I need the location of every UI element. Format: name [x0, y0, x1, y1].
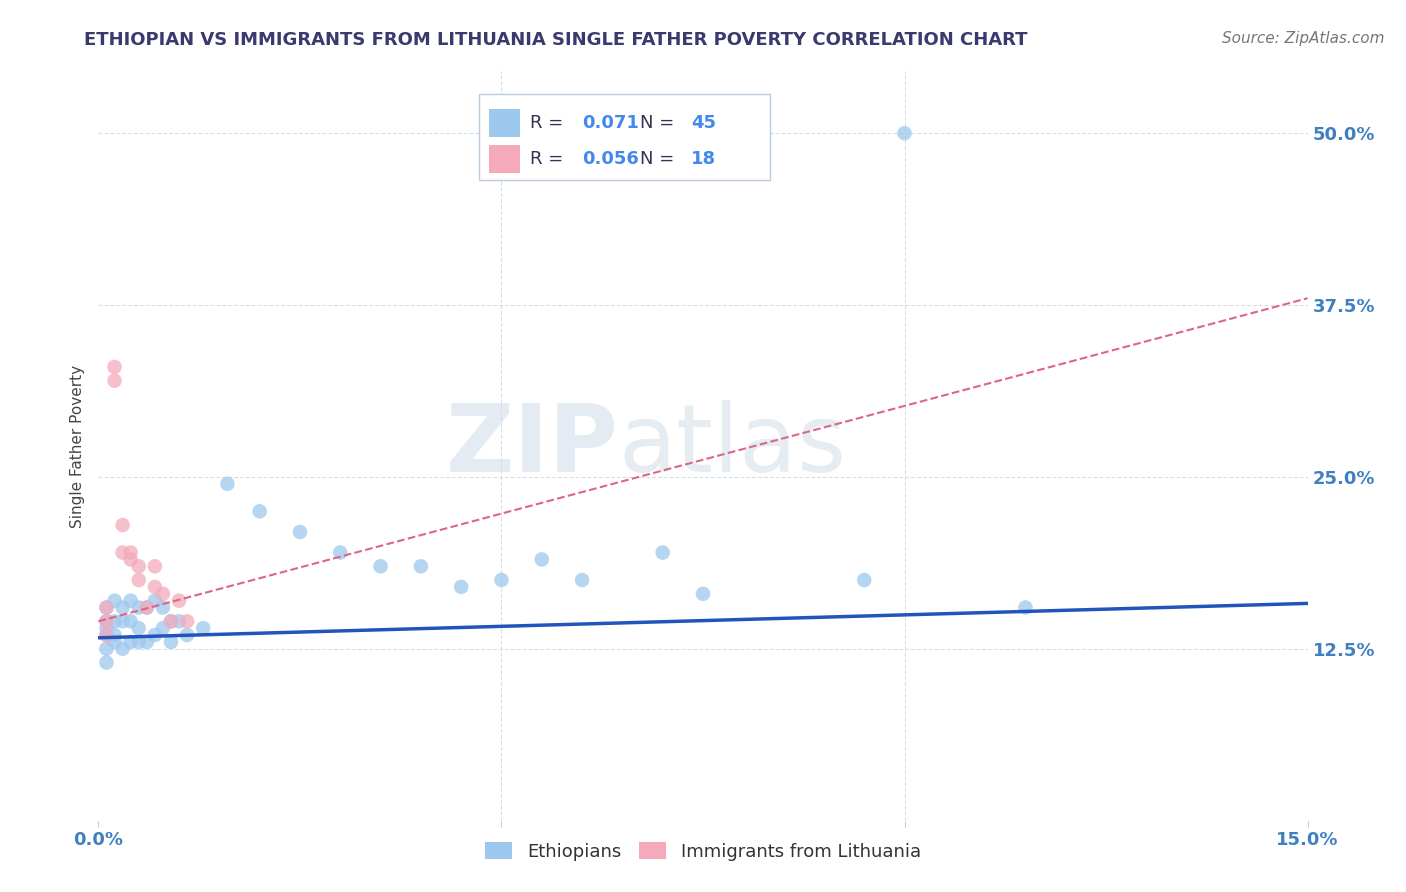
Text: N =: N =	[640, 150, 681, 168]
Point	[143, 580, 166, 594]
Text: 0.071: 0.071	[582, 114, 638, 132]
FancyBboxPatch shape	[489, 109, 520, 137]
Point	[450, 580, 472, 594]
Point	[135, 600, 157, 615]
Point	[128, 635, 150, 649]
Point	[370, 559, 392, 574]
Point	[103, 593, 125, 607]
Point	[167, 593, 190, 607]
FancyBboxPatch shape	[489, 145, 520, 173]
Point	[651, 545, 673, 559]
Point	[152, 600, 174, 615]
Point	[143, 593, 166, 607]
Point	[143, 559, 166, 574]
Point	[152, 587, 174, 601]
Point	[893, 126, 915, 140]
Legend: Ethiopians, Immigrants from Lithuania: Ethiopians, Immigrants from Lithuania	[478, 835, 928, 868]
Point	[152, 621, 174, 635]
Point	[120, 545, 142, 559]
FancyBboxPatch shape	[479, 94, 769, 180]
Point	[120, 593, 142, 607]
Point	[167, 615, 190, 629]
Point	[96, 628, 118, 642]
Text: atlas: atlas	[619, 400, 846, 492]
Point	[329, 545, 352, 559]
Text: R =: R =	[530, 150, 569, 168]
Point	[96, 641, 118, 656]
Point	[96, 600, 118, 615]
Point	[193, 621, 215, 635]
Point	[160, 615, 183, 629]
Point	[135, 600, 157, 615]
Text: ZIP: ZIP	[446, 400, 619, 492]
Point	[491, 573, 513, 587]
Text: 0.056: 0.056	[582, 150, 638, 168]
Point	[96, 600, 118, 615]
Point	[120, 552, 142, 566]
Point	[103, 635, 125, 649]
Point	[128, 573, 150, 587]
Point	[160, 635, 183, 649]
Point	[288, 524, 311, 539]
Text: N =: N =	[640, 114, 681, 132]
Point	[96, 656, 118, 670]
Point	[111, 641, 134, 656]
Point	[96, 615, 118, 629]
Point	[103, 615, 125, 629]
Y-axis label: Single Father Poverty: Single Father Poverty	[70, 365, 86, 527]
Text: Source: ZipAtlas.com: Source: ZipAtlas.com	[1222, 31, 1385, 46]
Point	[111, 545, 134, 559]
Point	[692, 587, 714, 601]
Point	[96, 621, 118, 635]
Point	[96, 615, 118, 629]
Point	[1014, 600, 1036, 615]
Point	[120, 635, 142, 649]
Point	[120, 615, 142, 629]
Point	[128, 621, 150, 635]
Point	[176, 615, 198, 629]
Point	[111, 518, 134, 533]
Point	[571, 573, 593, 587]
Point	[111, 615, 134, 629]
Point	[135, 635, 157, 649]
Point	[217, 476, 239, 491]
Point	[128, 600, 150, 615]
Point	[103, 374, 125, 388]
Point	[176, 628, 198, 642]
Point	[143, 628, 166, 642]
Text: 18: 18	[690, 150, 716, 168]
Point	[409, 559, 432, 574]
Point	[103, 628, 125, 642]
Point	[249, 504, 271, 518]
Point	[853, 573, 876, 587]
Point	[103, 359, 125, 374]
Point	[530, 552, 553, 566]
Point	[96, 628, 118, 642]
Text: R =: R =	[530, 114, 569, 132]
Point	[160, 615, 183, 629]
Text: 45: 45	[690, 114, 716, 132]
Text: ETHIOPIAN VS IMMIGRANTS FROM LITHUANIA SINGLE FATHER POVERTY CORRELATION CHART: ETHIOPIAN VS IMMIGRANTS FROM LITHUANIA S…	[84, 31, 1028, 49]
Point	[111, 600, 134, 615]
Point	[128, 559, 150, 574]
